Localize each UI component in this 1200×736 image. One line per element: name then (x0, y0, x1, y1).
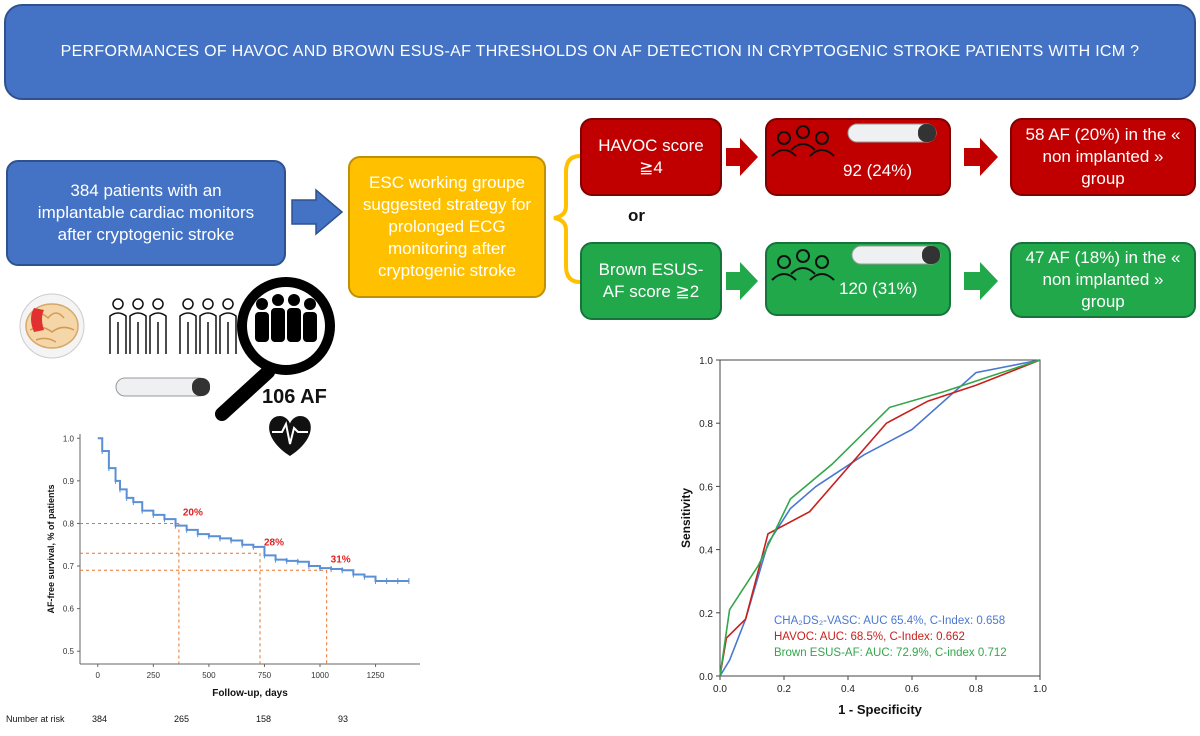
brown-count-text: 120 (31%) (839, 279, 918, 298)
roc-frame (719, 359, 1041, 677)
roc-ytick-label: 1.0 (699, 356, 713, 367)
km-series-line (97, 437, 409, 582)
roc-ytick-label: 0.4 (699, 546, 713, 557)
havoc-score-text: HAVOC score ≧4 (598, 136, 704, 177)
person-icon (109, 298, 127, 354)
roc-ylabel: Sensitivity (679, 488, 693, 548)
risk-value: 265 (174, 714, 190, 724)
havoc-count-text: 92 (24%) (843, 161, 912, 180)
km-ytick-label: 0.5 (63, 647, 75, 656)
roc-ytick-label: 0.6 (699, 482, 713, 493)
brown-result-box: 47 AF (18%) in the « non implanted » gro… (1010, 242, 1196, 318)
havoc-score-box: HAVOC score ≧4 (580, 118, 722, 196)
heart-ecg-icon (269, 416, 311, 456)
km-annotation-label: 28% (264, 537, 284, 548)
km-annotation-label: 20% (183, 507, 203, 518)
roc-xtick-label: 0.2 (777, 684, 791, 695)
km-axes (77, 434, 420, 667)
km-ytick-label: 0.8 (63, 519, 75, 528)
km-xtick-label: 500 (202, 671, 216, 680)
title-banner: PERFORMANCES OF HAVOC AND BROWN ESUS-AF … (4, 4, 1196, 100)
people-group-icon (771, 249, 835, 281)
roc-ytick-label: 0.8 (699, 419, 713, 430)
km-xtick-label: 0 (96, 671, 101, 680)
monitor-device-icon (851, 245, 941, 265)
risk-value: 158 (256, 714, 272, 724)
roc-series-line (719, 359, 1041, 677)
arrow-right-icon (726, 262, 758, 300)
magnifier-icon (215, 277, 335, 421)
km-ytick-label: 0.9 (63, 477, 75, 486)
havoc-result-box: 58 AF (20%) in the « non implanted » gro… (1010, 118, 1196, 196)
people-row-icon (109, 298, 237, 354)
km-ytick-label: 0.7 (63, 562, 75, 571)
km-annotation-label: 31% (331, 554, 351, 565)
patients-text: 384 patients with an implantable cardiac… (37, 181, 255, 244)
page-title: PERFORMANCES OF HAVOC AND BROWN ESUS-AF … (60, 43, 1140, 60)
monitor-device-icon (847, 123, 937, 143)
af-detected-label: 106 AF (262, 386, 327, 408)
brace-icon (553, 154, 581, 284)
km-xtick-label: 1000 (311, 671, 329, 680)
roc-legend-entry: HAVOC: AUC: 68.5%, C-Index: 0.662 (774, 631, 965, 643)
risk-table-label: Number at risk (6, 714, 65, 724)
km-xtick-label: 250 (147, 671, 161, 680)
or-label: or (628, 206, 645, 225)
brain-icon (19, 293, 85, 359)
roc-xtick-label: 0.4 (841, 684, 855, 695)
people-group-icon (771, 125, 835, 157)
person-icon (199, 298, 217, 354)
arrow-right-icon (726, 138, 758, 176)
roc-legend-entry: Brown ESUS-AF: AUC: 72.9%, C-index 0.712 (774, 647, 1007, 659)
roc-xtick-label: 0.6 (905, 684, 919, 695)
roc-xlabel: 1 - Specificity (838, 702, 923, 717)
km-xtick-label: 1250 (367, 671, 385, 680)
arrow-right-icon (964, 262, 998, 300)
havoc-result-text: 58 AF (20%) in the « non implanted » gro… (1025, 125, 1181, 188)
esc-strategy-box: ESC working groupe suggested strategy fo… (348, 156, 546, 298)
esc-strategy-text: ESC working groupe suggested strategy fo… (362, 173, 532, 280)
monitor-device-icon (115, 377, 210, 397)
person-icon (219, 298, 237, 354)
roc-series-line (719, 359, 1041, 677)
roc-chart: 0.0 0.2 0.4 0.6 0.8 1.0 0.0 0.2 0.4 0.6 0.8 1.0 1 - … (679, 356, 1047, 717)
person-icon (179, 298, 197, 354)
roc-legend-entry: CHA₂DS₂-VASC: AUC 65.4%, C-Index: 0.658 (774, 615, 1005, 627)
km-ytick-label: 1.0 (63, 434, 75, 443)
person-icon (149, 298, 167, 354)
risk-value: 93 (338, 714, 349, 724)
risk-value: 384 (92, 714, 108, 724)
roc-xtick-label: 0.8 (969, 684, 983, 695)
km-xtick-label: 750 (258, 671, 272, 680)
roc-ytick-label: 0.0 (699, 672, 713, 683)
arrow-right-icon (291, 188, 344, 236)
roc-series-line (719, 359, 1041, 677)
brown-score-text: Brown ESUS-AF score ≧2 (598, 260, 704, 301)
km-chart: 0.5 0.6 0.7 0.8 0.9 1.0 0 250 500 750 1000 1250 Foll… (46, 434, 420, 699)
km-ytick-label: 0.6 (63, 605, 75, 614)
km-xlabel: Follow-up, days (212, 688, 288, 699)
patients-box: 384 patients with an implantable cardiac… (6, 160, 286, 266)
person-icon (129, 298, 147, 354)
km-ylabel: AF-free survival, % of patients (46, 484, 56, 613)
arrow-right-icon (964, 138, 998, 176)
roc-xtick-label: 1.0 (1033, 684, 1047, 695)
roc-ytick-label: 0.2 (699, 609, 713, 620)
roc-xtick-label: 0.0 (713, 684, 727, 695)
brown-result-text: 47 AF (18%) in the « non implanted » gro… (1025, 248, 1181, 311)
brown-score-box: Brown ESUS-AF score ≧2 (580, 242, 722, 320)
